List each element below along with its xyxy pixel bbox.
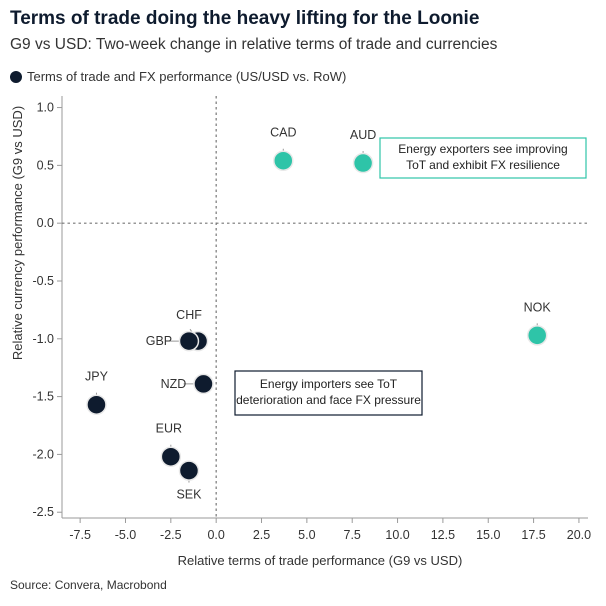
x-tick-label: -2.5	[160, 528, 182, 542]
y-tick-label: 1.0	[37, 101, 54, 115]
x-tick-label: 15.0	[476, 528, 500, 542]
x-tick-label: 20.0	[567, 528, 591, 542]
point-label-nok: NOK	[524, 300, 552, 314]
x-tick-label: -5.0	[115, 528, 137, 542]
point-label-jpy: JPY	[85, 370, 109, 384]
x-tick-label: 5.0	[298, 528, 315, 542]
source-note: Source: Convera, Macrobond	[10, 578, 167, 592]
y-tick-label: 0.0	[37, 216, 54, 230]
chart-title: Terms of trade doing the heavy lifting f…	[10, 8, 480, 29]
point-sek	[178, 460, 200, 481]
x-tick-label: -7.5	[69, 528, 91, 542]
y-axis-label: Relative currency performance (G9 vs USD…	[10, 106, 25, 360]
y-tick-label: 0.5	[37, 158, 54, 172]
point-label-cad: CAD	[270, 126, 296, 140]
x-tick-label: 0.0	[207, 528, 224, 542]
point-jpy	[86, 394, 107, 415]
annotation-text-exporter: ToT and exhibit FX resilience	[406, 158, 560, 172]
y-tick-label: -2.0	[32, 447, 54, 461]
x-tick-label: 2.5	[253, 528, 270, 542]
point-label-aud: AUD	[350, 128, 376, 142]
x-tick-label: 7.5	[344, 528, 361, 542]
x-tick-label: 17.5	[521, 528, 545, 542]
point-label-eur: EUR	[156, 422, 182, 436]
annotation-box-importer	[234, 370, 423, 416]
point-label-nzd: NZD	[161, 377, 187, 391]
x-tick-label: 10.0	[385, 528, 409, 542]
point-label-sek: SEK	[176, 488, 202, 502]
chart-subtitle: G9 vs USD: Two-week change in relative t…	[10, 36, 498, 53]
y-tick-label: -2.5	[32, 505, 54, 519]
point-label-chf: CHF	[176, 308, 202, 322]
point-label-gbp: GBP	[146, 334, 172, 348]
y-tick-label: -1.5	[32, 390, 54, 404]
legend-label: Terms of trade and FX performance (US/US…	[27, 69, 347, 84]
annotation-text-exporter: Energy exporters see improving	[398, 142, 567, 156]
point-eur	[160, 446, 182, 467]
point-cad	[273, 150, 294, 171]
x-axis-label: Relative terms of trade performance (G9 …	[178, 553, 463, 568]
y-tick-label: -1.0	[32, 332, 54, 346]
x-tick-label: 12.5	[431, 528, 455, 542]
legend: Terms of trade and FX performance (US/US…	[10, 69, 346, 84]
annotation-text-importer: deterioration and face FX pressure	[236, 393, 421, 407]
annotation-box-exporter	[379, 137, 587, 179]
point-nok	[526, 325, 548, 346]
point-aud	[352, 152, 374, 174]
legend-marker	[10, 70, 22, 83]
point-nzd	[193, 373, 214, 395]
annotation-text-importer: Energy importers see ToT	[260, 377, 398, 391]
point-gbp	[178, 330, 200, 352]
y-tick-label: -0.5	[32, 274, 54, 288]
